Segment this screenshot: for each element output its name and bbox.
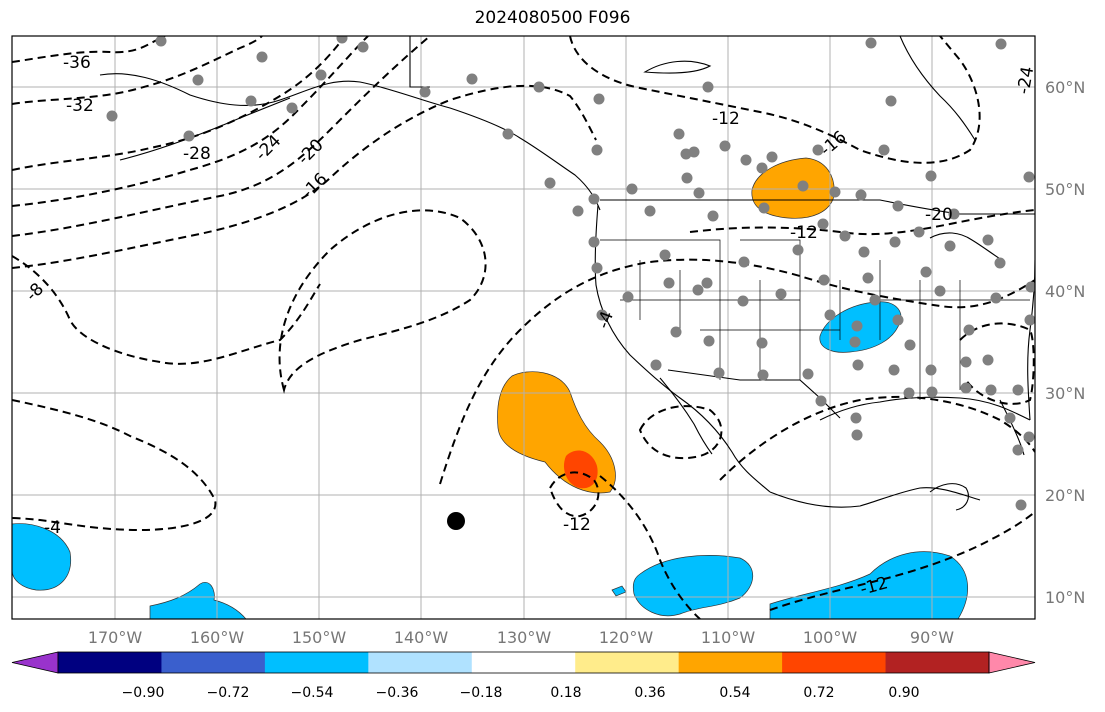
contour-neg8	[12, 255, 321, 365]
colorbar-segment	[264, 652, 369, 673]
west-coast	[594, 204, 771, 493]
colorbar-segment	[885, 652, 990, 673]
colorbar-tick-label: 0.72	[803, 685, 834, 701]
contour-east	[959, 322, 1035, 405]
colorbar-segment	[368, 652, 473, 673]
lon-label: 110°W	[701, 628, 756, 647]
alaska-coast	[99, 73, 601, 211]
contour-label: -20	[925, 205, 953, 225]
contour-neg12-north	[569, 36, 981, 164]
lat-axis-labels: 60°N 50°N 40°N 30°N 20°N 10°N	[1045, 78, 1085, 607]
contour-se	[719, 395, 1035, 481]
map-title: 2024080500 F096	[474, 8, 631, 28]
contour-12-canada	[689, 209, 1035, 236]
contour-neg16	[12, 84, 597, 269]
anomaly-fills	[12, 157, 969, 619]
lake-island	[643, 60, 712, 74]
contour-label: -12	[790, 223, 818, 243]
contour-sw	[599, 475, 701, 619]
graticule	[12, 36, 1035, 619]
contour-label: -8	[22, 279, 48, 305]
yucatan	[929, 483, 969, 511]
alaska-border	[409, 36, 430, 88]
contour-label: -36	[63, 53, 91, 73]
lon-label: 130°W	[497, 628, 552, 647]
colorbar-segment	[678, 652, 783, 673]
contour-label: -12	[563, 515, 591, 535]
contour-gulf	[638, 405, 723, 460]
contour-neg20	[12, 36, 431, 237]
contour-neg28	[12, 36, 346, 171]
colorbar-tick-label: 0.18	[550, 685, 581, 701]
lon-label: 170°W	[88, 628, 143, 647]
contours	[12, 36, 1035, 619]
lon-axis-labels: 170°W 160°W 150°W 140°W 130°W 120°W 110°…	[88, 628, 954, 647]
station-dots	[106, 36, 1035, 511]
blue-anomaly-west	[12, 523, 72, 591]
contour-neg36	[12, 36, 166, 63]
red-anomaly-pacific	[563, 450, 598, 489]
lat-label: 50°N	[1045, 180, 1085, 199]
baja	[659, 377, 713, 455]
contour-label: -20	[294, 135, 328, 169]
contour-neg12-south	[548, 471, 600, 518]
colorbar-max-extend	[988, 651, 1036, 674]
contour-neg32	[12, 36, 263, 105]
hudson-bay	[899, 36, 976, 141]
lat-label: 60°N	[1045, 78, 1085, 97]
blue-anomaly-south-2	[632, 555, 754, 617]
mexico-coast	[769, 487, 981, 508]
lon-label: 140°W	[394, 628, 449, 647]
lat-label: 40°N	[1045, 282, 1085, 301]
contour-label: -32	[66, 96, 94, 116]
lon-label: 90°W	[910, 628, 954, 647]
lon-label: 150°W	[292, 628, 347, 647]
orange-anomaly-pacific	[497, 371, 616, 494]
blue-anomaly-south-1	[149, 582, 247, 619]
colorbar-tick-label: −0.90	[122, 685, 165, 701]
lon-label: 100°W	[803, 628, 858, 647]
contour-label: -12	[712, 109, 740, 129]
lon-label: 160°W	[190, 628, 245, 647]
colorbar-segment	[58, 652, 162, 673]
state-borders	[600, 239, 1030, 400]
contour-label: -4	[593, 309, 618, 332]
colorbar: −0.90 −0.72 −0.54 −0.36 −0.18 0.18 0.36 …	[11, 651, 1036, 701]
lat-label: 30°N	[1045, 384, 1085, 403]
great-lakes	[929, 232, 1006, 263]
contour-label: -24	[252, 131, 286, 165]
contour-neg4	[12, 399, 217, 532]
colorbar-frame	[57, 651, 990, 674]
colorbar-segment	[575, 652, 680, 673]
colorbar-segment	[782, 652, 887, 673]
contour-label: -4	[44, 518, 61, 538]
lat-label: 20°N	[1045, 486, 1085, 505]
blue-anomaly-small	[611, 585, 627, 597]
tc-marker	[447, 512, 465, 530]
colorbar-tick-label: −0.18	[460, 685, 503, 701]
lon-label: 120°W	[599, 628, 654, 647]
us-mexico-border	[667, 369, 841, 419]
lat-label: 10°N	[1045, 588, 1085, 607]
map-frame	[11, 35, 1036, 620]
blue-anomaly-south-3	[769, 551, 969, 619]
colorbar-tick-label: −0.54	[291, 685, 334, 701]
colorbar-tick-label: −0.36	[376, 685, 419, 701]
contour-12-south	[769, 511, 1035, 611]
contour-neg24	[12, 36, 369, 207]
colorbar-tick-label: 0.36	[634, 685, 665, 701]
contour-label: -28	[183, 144, 211, 164]
contour-label: -24	[1014, 65, 1039, 96]
colorbar-tick-label: 0.54	[719, 685, 750, 701]
colorbar-tick-label: −0.72	[207, 685, 250, 701]
colorbar-segment	[161, 652, 266, 673]
colorbar-tick-label: 0.90	[888, 685, 919, 701]
colorbar-min-extend	[11, 651, 59, 674]
contour-pacific-high	[278, 209, 487, 394]
colorbar-segment	[471, 652, 576, 673]
